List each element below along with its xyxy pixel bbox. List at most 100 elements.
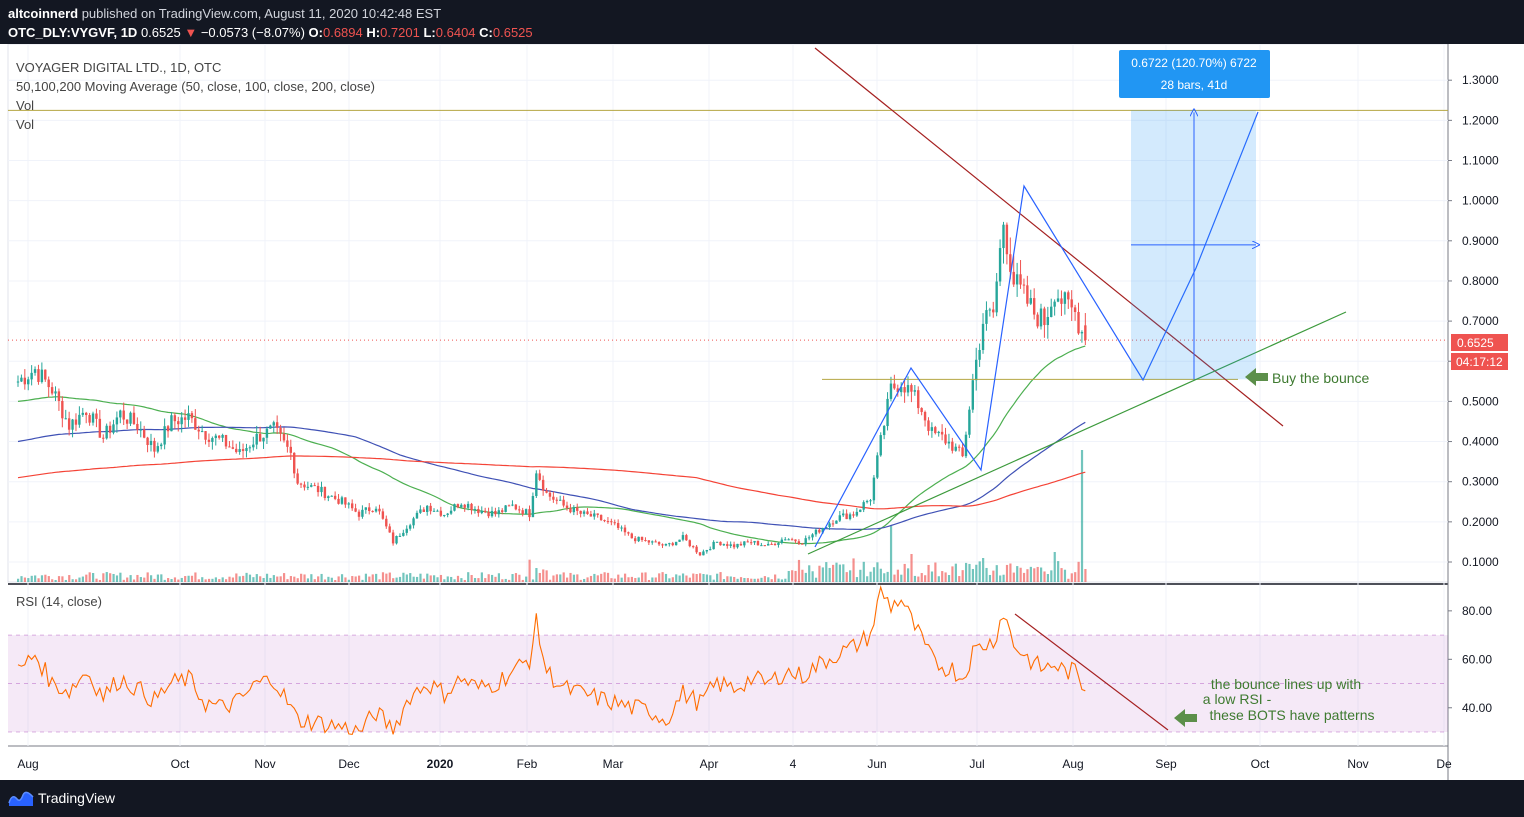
volume-bar [671, 577, 674, 582]
footer-brand[interactable]: TradingView [38, 790, 116, 806]
candle-body [541, 479, 545, 491]
tradingview-logo-icon[interactable] [8, 789, 34, 807]
candle-body [763, 545, 766, 547]
volume-bar [849, 570, 852, 582]
volume-bar [340, 574, 344, 582]
candle-body [214, 435, 217, 439]
volume-bar [98, 579, 102, 582]
volume-bar [252, 577, 255, 582]
volume-bar [760, 577, 763, 582]
candle-body [920, 408, 923, 412]
candle-body [378, 508, 381, 512]
volume-bar [821, 567, 824, 582]
candle-body [149, 440, 153, 446]
volume-bar [583, 578, 586, 582]
y-tick-label: 0.3000 [1462, 475, 1499, 489]
volume-bar [654, 577, 657, 582]
volume-bar [17, 578, 20, 582]
volume-bar [924, 575, 927, 582]
volume-bar [722, 579, 726, 582]
candle-body [988, 309, 992, 311]
volume-bar [102, 573, 105, 582]
candle-body [364, 507, 368, 510]
candle-body [436, 510, 439, 512]
volume-bar [23, 577, 27, 582]
volume-bar [1012, 572, 1015, 582]
volume-bar [412, 576, 415, 582]
volume-bar [170, 579, 173, 582]
volume-bar [1033, 568, 1036, 582]
volume-bar [279, 576, 282, 582]
candle-body [57, 391, 61, 401]
candle-body [275, 422, 279, 428]
volume-bar [917, 576, 920, 582]
candle-body [20, 377, 23, 382]
volume-bar [51, 579, 54, 582]
volume-bar [566, 577, 569, 582]
volume-bar [272, 575, 275, 582]
candle-body [869, 500, 872, 502]
candle-body [954, 446, 957, 451]
candle-body [306, 486, 310, 488]
volume-bar [999, 575, 1002, 582]
volume-bar [317, 576, 320, 582]
candle-body [579, 510, 582, 514]
open-label: O: [308, 25, 323, 40]
x-tick-label: Oct [171, 757, 190, 771]
rsi-tick-label: 80.00 [1462, 604, 1492, 618]
candle-body [507, 505, 511, 507]
volume-bar [572, 574, 576, 582]
last-price: 0.6525 [140, 25, 181, 40]
candle-body [347, 503, 350, 505]
volume-bar [620, 577, 623, 582]
chart-canvas[interactable]: Aug Oct Nov Dec 2020 Feb Mar Apr 4 Jun Jul Aug Sep Oc… [0, 43, 1524, 780]
candle-body [483, 510, 487, 513]
candle-body [572, 507, 576, 513]
chart-title: VOYAGER DIGITAL LTD., 1D, OTC [16, 60, 221, 75]
candle-body [852, 514, 855, 516]
rsi-note-1: the bounce lines up with [1211, 676, 1361, 692]
volume-bar [194, 572, 197, 582]
volume-bar [767, 577, 770, 582]
volume-bar [736, 578, 739, 582]
candle-body [1063, 292, 1067, 304]
candle-body [910, 385, 913, 392]
candle-body [528, 509, 531, 518]
price-badge-text: 0.6525 [1457, 336, 1494, 350]
volume-bar [265, 573, 269, 582]
volume-bar [81, 576, 84, 582]
volume-bar [562, 572, 565, 582]
symbol-line: OTC_DLY:VYGVF, 1D 0.6525 ▼ −0.0573 (−8.0… [8, 25, 533, 40]
volume-bar [1084, 569, 1087, 582]
x-tick-label: Nov [254, 757, 275, 771]
volume-bar [276, 576, 279, 582]
volume-bar [415, 576, 419, 582]
volume-bar [1026, 569, 1029, 582]
candle-body [187, 413, 190, 420]
close-value: 0.6525 [492, 25, 533, 40]
candle-body [173, 415, 177, 422]
candle-body [228, 446, 231, 448]
volume-bar [109, 573, 112, 582]
rsi-band [8, 634, 1448, 733]
close-label: C: [479, 25, 493, 40]
candle-body [978, 350, 981, 360]
rsi-trendline [1014, 613, 1169, 731]
candle-body [548, 492, 552, 497]
candle-body [531, 496, 535, 518]
candle-body [640, 536, 644, 541]
x-tick-label: Jun [867, 757, 886, 771]
volume-bar [514, 573, 518, 582]
candle-body [1002, 224, 1005, 249]
candle-body [845, 513, 848, 520]
author-name[interactable]: altcoinnerd [8, 6, 79, 21]
y-tick-label: 1.0000 [1462, 194, 1499, 208]
chart-area[interactable]: Aug Oct Nov Dec 2020 Feb Mar Apr 4 Jun Jul Aug Sep Oc… [0, 43, 1524, 780]
volume-bar [961, 570, 964, 582]
volume-bar [1009, 563, 1012, 582]
candle-body [709, 549, 712, 551]
x-tick-label: 4 [790, 757, 797, 771]
candle-body [279, 427, 282, 434]
volume-bar [177, 579, 180, 582]
candle-body [272, 422, 275, 426]
